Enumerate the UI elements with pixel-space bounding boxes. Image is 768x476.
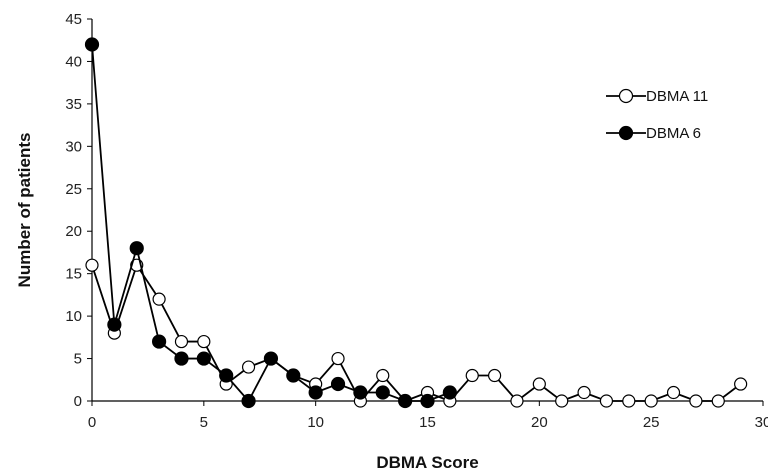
y-axis-title: Number of patients — [15, 133, 34, 288]
series-dbma-11 — [85, 258, 748, 408]
data-point — [152, 292, 166, 306]
data-point — [577, 385, 591, 400]
series-line — [91, 263, 742, 403]
data-point — [129, 241, 144, 256]
data-point — [174, 351, 189, 366]
data-point — [711, 394, 725, 408]
y-tick-label: 20 — [65, 223, 82, 240]
x-tick-label: 10 — [307, 414, 324, 431]
data-point — [174, 334, 189, 349]
data-point — [241, 360, 256, 374]
data-point — [286, 368, 301, 383]
data-point — [84, 37, 100, 52]
y-tick-label: 40 — [65, 53, 82, 70]
data-point — [689, 394, 703, 408]
x-axis-title: DBMA Score — [376, 453, 478, 472]
series-dbma-6 — [84, 37, 457, 409]
y-tick-label: 30 — [65, 138, 82, 155]
data-point — [107, 317, 122, 332]
data-point — [622, 394, 636, 408]
x-tick-label: 15 — [419, 414, 436, 431]
data-point — [420, 393, 435, 409]
y-tick-label: 0 — [74, 393, 82, 410]
legend: DBMA 11 DBMA 6 — [606, 88, 708, 142]
x-tick-label: 20 — [531, 414, 548, 431]
x-tick-label: 5 — [200, 414, 208, 431]
y-tick-label: 5 — [74, 351, 82, 368]
x-tick-label: 25 — [643, 414, 660, 431]
legend-label: DBMA 6 — [646, 125, 701, 142]
y-tick-label: 25 — [65, 181, 82, 198]
data-point — [644, 394, 658, 408]
data-point — [331, 351, 345, 366]
data-point — [196, 351, 211, 366]
data-point — [353, 385, 368, 400]
x-tick-label: 0 — [88, 414, 96, 431]
legend-marker — [618, 88, 634, 104]
data-point — [465, 368, 479, 383]
axes: 0 5 10 15 20 25 30 35 40 45 0 5 10 15 20 25 30 — [65, 11, 768, 431]
data-point — [488, 368, 502, 383]
y-tick-label: 10 — [65, 308, 82, 325]
data-point — [219, 368, 234, 383]
legend-label: DBMA 11 — [646, 88, 708, 105]
data-point — [85, 258, 99, 272]
legend-marker — [618, 125, 634, 141]
y-tick-label: 15 — [65, 266, 82, 283]
data-point — [555, 394, 569, 408]
data-point — [330, 376, 346, 392]
data-point — [308, 385, 323, 400]
data-point — [734, 377, 748, 391]
data-point — [263, 351, 279, 366]
legend-entry: DBMA 6 — [606, 125, 701, 142]
y-tick-label: 35 — [65, 96, 82, 113]
data-point — [532, 377, 546, 391]
data-point — [375, 385, 390, 400]
data-point — [376, 368, 390, 383]
series-line — [91, 44, 451, 403]
data-point — [510, 394, 524, 408]
data-point — [152, 334, 167, 349]
series-layer — [84, 37, 748, 409]
data-point — [197, 334, 211, 349]
x-tick-label: 30 — [755, 414, 768, 431]
y-tick-label: 45 — [65, 11, 82, 28]
data-point — [599, 394, 614, 408]
data-point — [666, 385, 681, 400]
data-point — [398, 393, 413, 409]
data-point — [442, 385, 457, 400]
data-point — [241, 393, 256, 409]
legend-entry: DBMA 11 — [606, 88, 708, 105]
